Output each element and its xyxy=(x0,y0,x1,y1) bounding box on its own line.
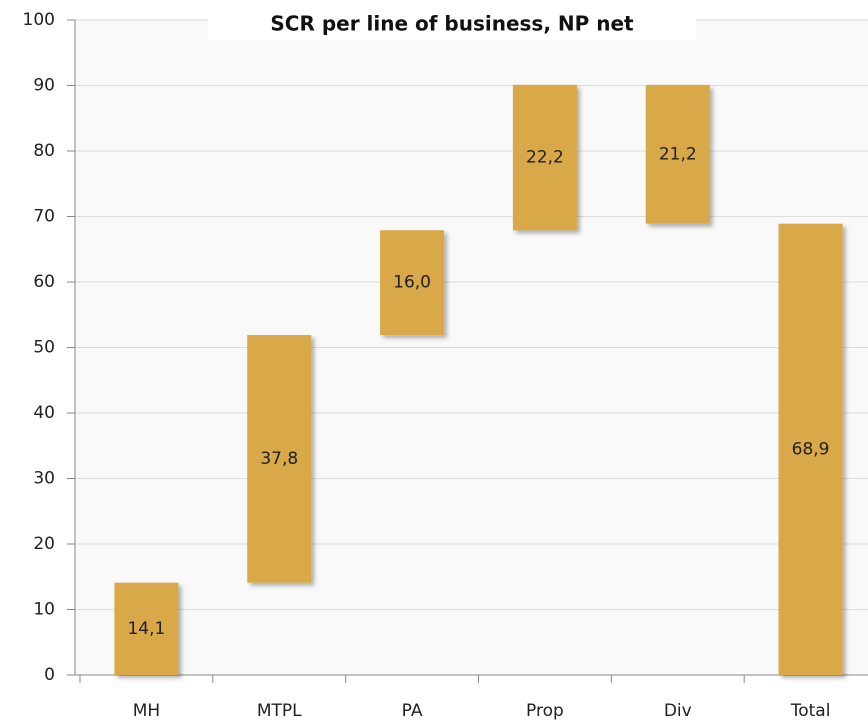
y-tick-label: 30 xyxy=(33,469,55,489)
y-tick-label: 40 xyxy=(33,403,55,423)
bar xyxy=(247,335,312,583)
x-tick-label: Prop xyxy=(526,701,564,721)
value-label: 21,2 xyxy=(659,144,697,164)
y-tick-label: 20 xyxy=(33,534,55,554)
x-tick-label: Div xyxy=(664,701,692,721)
value-label: 37,8 xyxy=(260,449,298,469)
x-tick-label: MTPL xyxy=(257,701,302,721)
y-tick-label: 10 xyxy=(33,600,55,620)
y-tick-label: 80 xyxy=(33,141,55,161)
value-label: 16,0 xyxy=(393,273,431,293)
title-background xyxy=(208,8,696,40)
value-label: 14,1 xyxy=(127,619,165,639)
y-tick-label: 100 xyxy=(23,10,55,30)
y-tick-label: 70 xyxy=(33,207,55,227)
y-tick-label: 0 xyxy=(44,665,55,685)
value-label: 68,9 xyxy=(792,439,830,459)
y-tick-label: 90 xyxy=(33,76,55,96)
x-tick-label: PA xyxy=(402,701,423,721)
bar xyxy=(512,84,577,231)
bar xyxy=(380,230,445,336)
value-label: 22,2 xyxy=(526,148,564,168)
bar xyxy=(645,84,710,224)
chart-title: SCR per line of business, NP net xyxy=(270,12,634,36)
bar xyxy=(778,223,843,675)
y-tick-label: 60 xyxy=(33,272,55,292)
y-tick-label: 50 xyxy=(33,338,55,358)
x-tick-label: Total xyxy=(790,701,831,721)
x-tick-label: MH xyxy=(133,701,160,721)
bar xyxy=(114,582,179,675)
